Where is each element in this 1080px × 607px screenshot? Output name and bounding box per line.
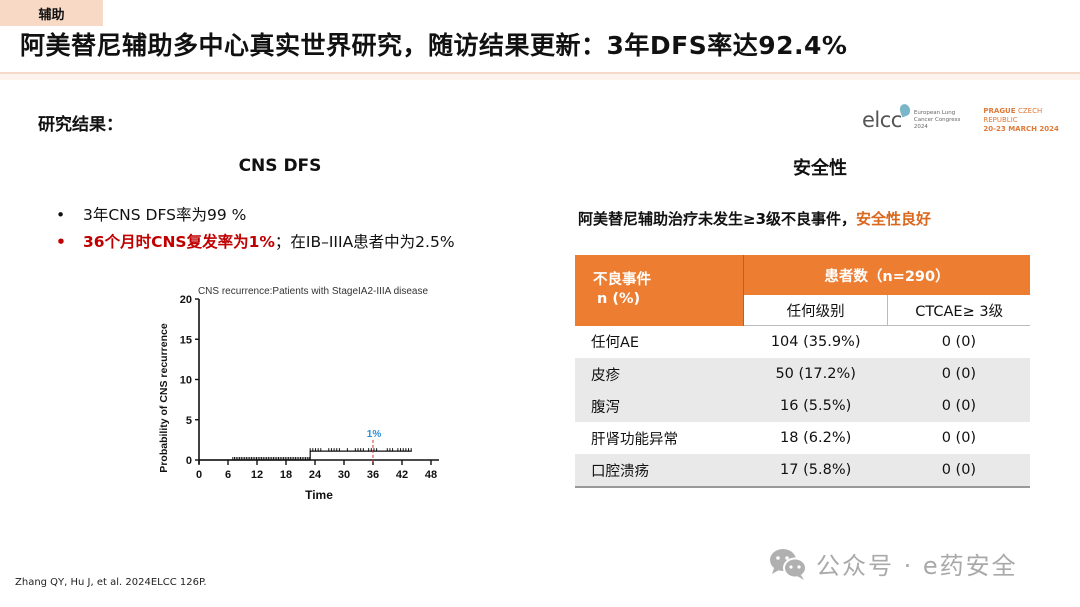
logo-location: PRAGUE CZECH REPUBLIC 20-23 MARCH 2024	[983, 107, 1078, 134]
chart-plot: 1%	[199, 429, 412, 462]
slide-title: 阿美替尼辅助多中心真实世界研究，随访结果更新：3年DFS率达92.4%	[20, 26, 847, 62]
col-header-patients: 患者数（n=290）	[744, 255, 1031, 295]
title-divider	[0, 72, 1080, 80]
svg-text:42: 42	[396, 469, 408, 481]
bullet-item: • 36个月时CNS复发率为1% ；在IB–IIIA患者中为2.5%	[56, 229, 455, 256]
cns-dfs-heading: CNS DFS	[200, 156, 360, 176]
safety-subtitle: 阿美替尼辅助治疗未发生≥3级不良事件，安全性良好	[578, 208, 931, 229]
table-row: 任何AE 104 (35.9%) 0 (0)	[575, 326, 1030, 359]
svg-text:36: 36	[367, 469, 379, 481]
svg-text:0: 0	[196, 469, 202, 481]
svg-text:20: 20	[180, 294, 192, 306]
svg-text:30: 30	[338, 469, 350, 481]
table-row: 口腔溃疡 17 (5.8%) 0 (0)	[575, 454, 1030, 487]
svg-text:12: 12	[251, 469, 263, 481]
chart-xlabel: Time	[305, 488, 333, 502]
svg-text:6: 6	[225, 469, 231, 481]
chart-axes: 0 5 10 15 20 0 6 12 18 24 30 36 42 48	[180, 294, 439, 481]
elcc-logo: elcc European Lung Cancer Congress 2024 …	[862, 103, 1078, 137]
col-header-grade3: CTCAE≥ 3级	[888, 295, 1030, 326]
table-row: 肝肾功能异常 18 (6.2%) 0 (0)	[575, 422, 1030, 454]
logo-subtitle: European Lung Cancer Congress 2024	[914, 110, 974, 131]
safety-heading: 安全性	[740, 154, 900, 180]
col-header-ae: 不良事件 n (%)	[575, 255, 744, 326]
cns-recurrence-chart: CNS recurrence:Patients with StageIA2-II…	[150, 278, 450, 508]
svg-text:5: 5	[186, 415, 192, 427]
section-label: 研究结果：	[38, 110, 123, 135]
citation: Zhang QY, Hu J, et al. 2024ELCC 126P.	[15, 577, 207, 588]
svg-text:1%: 1%	[367, 429, 382, 440]
svg-text:15: 15	[180, 334, 192, 346]
svg-text:18: 18	[280, 469, 292, 481]
chart-title: CNS recurrence:Patients with StageIA2-II…	[198, 286, 429, 297]
svg-text:48: 48	[425, 469, 437, 481]
svg-text:24: 24	[309, 469, 322, 481]
svg-text:0: 0	[186, 455, 192, 467]
chart-ylabel: Probability of CNS recurrence	[158, 323, 170, 473]
cns-bullet-list: • 3年CNS DFS率为99 % • 36个月时CNS复发率为1% ；在IB–I…	[56, 202, 455, 256]
adverse-events-table: 不良事件 n (%) 患者数（n=290） 任何级别 CTCAE≥ 3级 任何A…	[575, 255, 1030, 488]
table-row: 腹泻 16 (5.5%) 0 (0)	[575, 390, 1030, 422]
category-tag: 辅助	[0, 0, 103, 26]
svg-text:10: 10	[180, 375, 192, 387]
watermark: 公众号 · e药安全	[768, 546, 1018, 581]
bullet-item: • 3年CNS DFS率为99 %	[56, 202, 455, 229]
table-row: 皮疹 50 (17.2%) 0 (0)	[575, 358, 1030, 390]
logo-wordmark: elcc	[862, 108, 902, 132]
col-header-any-grade: 任何级别	[744, 295, 888, 326]
wechat-icon	[768, 547, 808, 581]
